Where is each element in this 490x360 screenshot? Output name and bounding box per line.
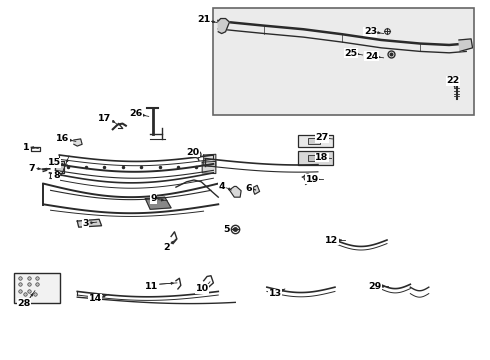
Text: 22: 22	[446, 76, 460, 85]
Text: 7: 7	[29, 164, 35, 173]
Text: 9: 9	[150, 194, 157, 203]
Bar	[308, 138, 320, 144]
Bar	[308, 155, 320, 161]
Polygon shape	[74, 139, 82, 146]
Text: 17: 17	[98, 114, 112, 123]
Polygon shape	[204, 154, 216, 166]
Text: 14: 14	[89, 294, 102, 303]
Polygon shape	[459, 39, 472, 51]
Text: 21: 21	[197, 15, 210, 24]
Text: 4: 4	[219, 182, 225, 191]
Polygon shape	[252, 185, 260, 194]
Polygon shape	[55, 161, 64, 173]
Text: 10: 10	[196, 284, 209, 293]
Text: 12: 12	[325, 235, 338, 244]
Bar	[298, 135, 334, 147]
Text: 8: 8	[53, 171, 60, 180]
Polygon shape	[146, 197, 171, 209]
Polygon shape	[77, 219, 101, 227]
Text: 24: 24	[365, 51, 378, 60]
Polygon shape	[202, 161, 216, 174]
Text: 5: 5	[223, 225, 230, 234]
Bar	[14, 273, 60, 303]
Polygon shape	[218, 18, 229, 33]
Text: 27: 27	[315, 133, 328, 142]
Text: 18: 18	[315, 153, 328, 162]
Text: 2: 2	[163, 243, 170, 252]
Text: 1: 1	[23, 143, 29, 152]
Text: 13: 13	[269, 289, 282, 298]
Bar	[298, 152, 334, 165]
Text: 28: 28	[17, 299, 30, 308]
Bar	[214, 8, 473, 115]
Text: 19: 19	[305, 175, 318, 184]
Polygon shape	[229, 186, 241, 197]
Text: 3: 3	[82, 219, 89, 228]
Text: 25: 25	[344, 49, 358, 58]
Text: 11: 11	[145, 282, 158, 291]
Text: 26: 26	[129, 109, 142, 118]
Text: 23: 23	[364, 27, 377, 36]
Text: 29: 29	[368, 282, 382, 291]
Text: 20: 20	[186, 148, 199, 157]
Text: 16: 16	[56, 134, 69, 143]
Text: 6: 6	[245, 184, 252, 193]
Text: 15: 15	[48, 158, 61, 167]
